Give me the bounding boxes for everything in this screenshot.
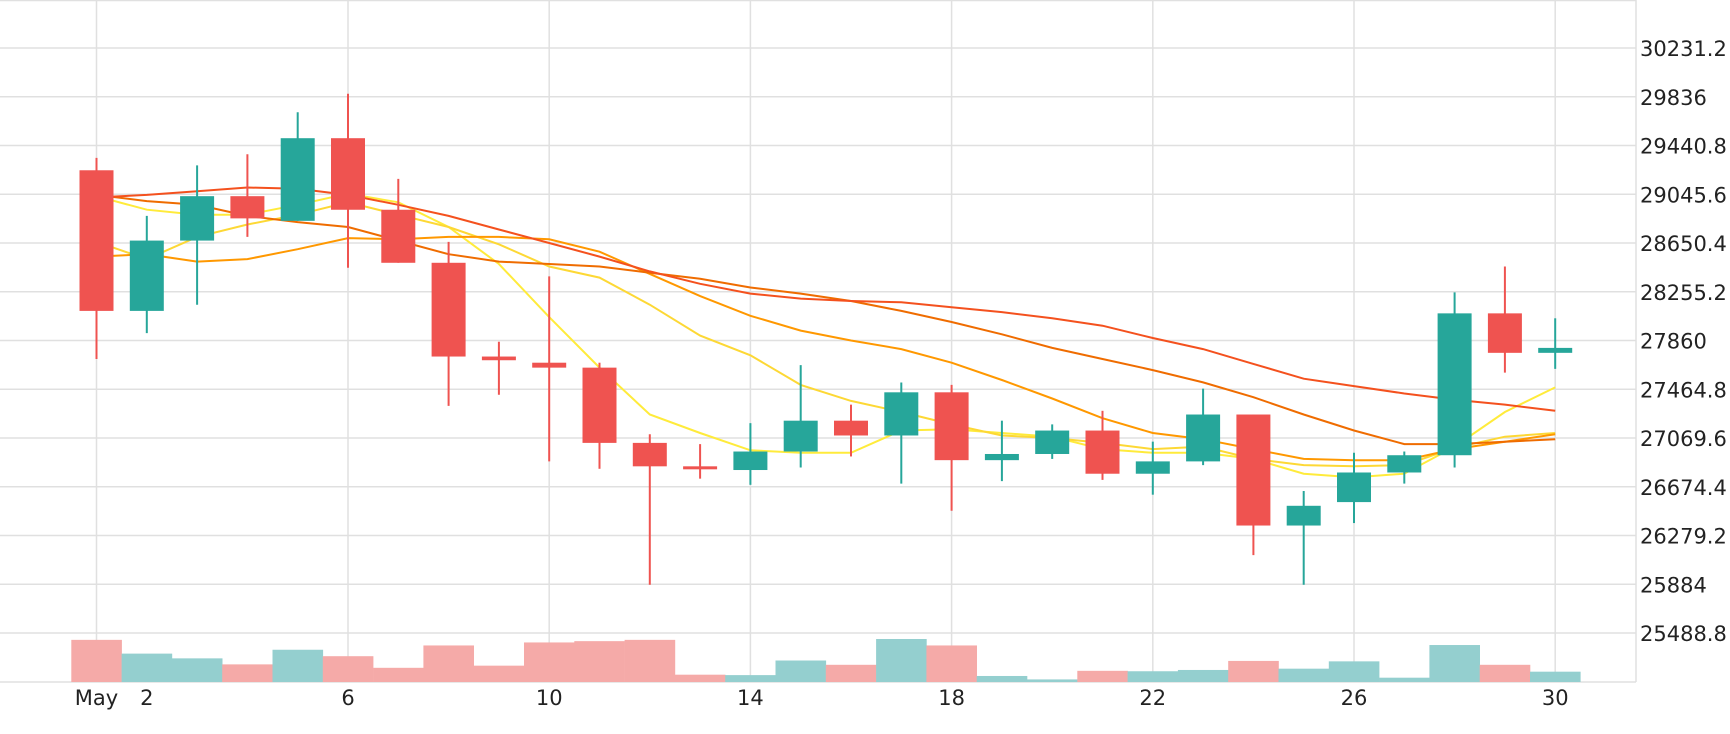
volume-bar (926, 645, 977, 682)
volume-bar (524, 642, 575, 682)
y-tick-label: 30231.2 (1640, 37, 1727, 61)
volume-bar (825, 664, 877, 682)
x-tick-label: 26 (1341, 686, 1368, 710)
candle-body (582, 367, 617, 443)
candle-body (1337, 472, 1371, 503)
y-tick-label: 25488.8 (1640, 622, 1727, 646)
candle-body (381, 209, 416, 263)
candle-body (1387, 455, 1422, 473)
volume-bar (1379, 677, 1430, 682)
volume-bar (976, 675, 1028, 682)
candle-body (1538, 347, 1573, 353)
volume-bar (171, 658, 223, 682)
y-tick-label: 28255.2 (1640, 281, 1727, 305)
volume-bar (1077, 670, 1128, 682)
volume-bar (1278, 668, 1330, 682)
x-tick-label: 22 (1139, 686, 1166, 710)
volume-bar (1177, 669, 1229, 682)
volume-bar (725, 675, 776, 682)
moving-average-line (96, 201, 1556, 468)
candle-body (1035, 430, 1070, 454)
candles (79, 93, 1573, 585)
volume-bar (322, 656, 374, 682)
candle-body (733, 451, 768, 471)
y-tick-label: 27860 (1640, 330, 1707, 354)
volume-bar (624, 639, 676, 682)
candle-body (180, 196, 215, 241)
candle-body (984, 453, 1019, 461)
y-tick-label: 26279.2 (1640, 525, 1727, 549)
volume-bar (1027, 679, 1078, 682)
candle-body (481, 356, 516, 361)
y-tick-label: 25884 (1640, 573, 1707, 597)
grid (0, 0, 1637, 683)
x-tick-label: 10 (536, 686, 563, 710)
candle-body (783, 420, 818, 452)
volume-bar (775, 660, 827, 682)
x-tick-label: 14 (737, 686, 764, 710)
y-tick-label: 27464.8 (1640, 378, 1727, 402)
y-tick-label: 29836 (1640, 86, 1707, 110)
volume-bar (1530, 671, 1581, 682)
candle-body (230, 196, 265, 219)
candle-body (1186, 414, 1221, 462)
volume-bar (222, 664, 273, 682)
volume-bar (674, 674, 726, 682)
volume-bars (71, 639, 1581, 682)
candle-body (632, 442, 667, 467)
volume-bar (373, 667, 424, 682)
candle-body (884, 392, 919, 436)
volume-bar (1328, 661, 1380, 682)
candle-body (1487, 313, 1522, 353)
y-tick-label: 28650.4 (1640, 232, 1727, 256)
candle-body (331, 138, 365, 210)
moving-average-line (96, 193, 1556, 446)
x-tick-label: 30 (1542, 686, 1569, 710)
volume-bar (1127, 671, 1179, 682)
candle-body (280, 138, 315, 221)
volume-bar (423, 645, 474, 682)
candle-body (1085, 430, 1120, 474)
y-tick-label: 27069.6 (1640, 427, 1727, 451)
y-axis: 30231.2 29836 29440.8 29045.6 28650.4 28255.2… (1640, 37, 1727, 646)
x-tick-label: 2 (140, 686, 153, 710)
volume-bar (574, 641, 625, 682)
x-tick-label: 6 (341, 686, 354, 710)
candle-body (1286, 505, 1321, 526)
volume-bar (1429, 645, 1480, 682)
candle-body (934, 392, 969, 461)
volume-bar (876, 639, 927, 682)
candle-body (532, 362, 567, 368)
y-tick-label: 29440.8 (1640, 135, 1727, 159)
volume-bar (1479, 664, 1531, 682)
moving-average-lines (96, 186, 1556, 479)
x-axis: May 2 6 10 14 18 22 26 30 (75, 686, 1569, 710)
volume-bar (121, 653, 173, 682)
candle-body (683, 466, 718, 470)
y-tick-label: 29045.6 (1640, 183, 1727, 207)
moving-average-line (96, 186, 1556, 412)
candle-body (431, 262, 466, 357)
candle-body (1135, 461, 1170, 474)
candle-body (834, 420, 868, 436)
x-tick-label: May (75, 686, 118, 710)
candle-body (1437, 313, 1472, 456)
y-tick-label: 26674.4 (1640, 476, 1727, 500)
volume-bar (272, 649, 324, 682)
moving-average-line (96, 235, 1556, 462)
volume-bar (1228, 660, 1279, 682)
candle-body (129, 240, 164, 311)
x-tick-label: 18 (938, 686, 965, 710)
volume-bar (71, 639, 122, 682)
volume-bar (473, 665, 525, 682)
candle-body (1236, 414, 1271, 526)
candle-body (79, 170, 114, 311)
